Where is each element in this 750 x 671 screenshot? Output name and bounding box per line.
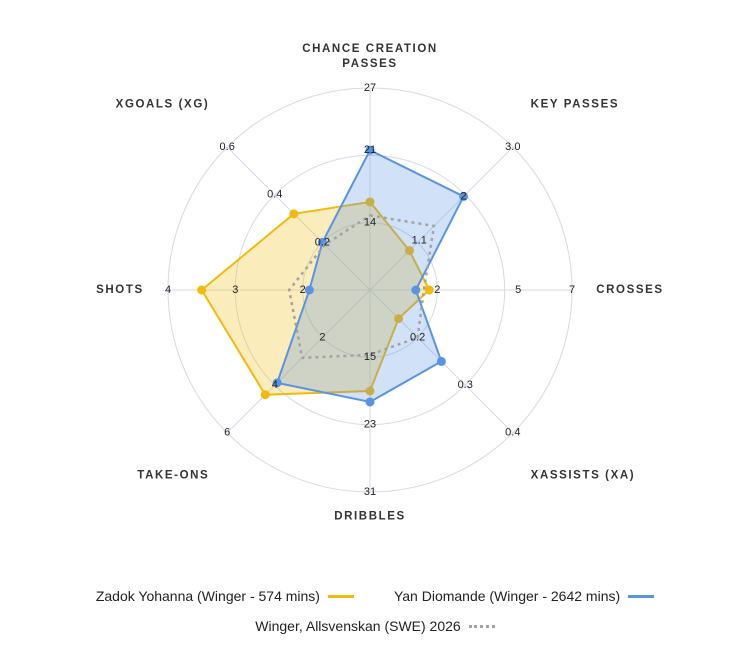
point <box>459 191 469 201</box>
legend-swatch <box>628 594 655 598</box>
tick-label: 2 <box>300 284 306 296</box>
point <box>436 356 446 366</box>
tick-label: 0.6 <box>220 141 235 153</box>
legend-label: Winger, Allsvenskan (SWE) 2026 <box>255 618 461 634</box>
point <box>365 145 375 155</box>
point <box>365 397 375 407</box>
tick-label: 27 <box>364 82 376 94</box>
tick-label: 14 <box>364 217 376 229</box>
tick-label: 15 <box>364 351 376 363</box>
legend-item: Yan Diomande (Winger - 2642 mins) <box>393 588 655 604</box>
point <box>394 314 404 324</box>
tick-label: 5 <box>515 284 521 296</box>
tick-label: 3.0 <box>505 141 520 153</box>
legend-item: Winger, Allsvenskan (SWE) 2026 <box>255 618 495 634</box>
tick-label: 31 <box>364 486 376 498</box>
tick-label: 2 <box>461 190 467 202</box>
tick-label: 0.2 <box>315 236 330 248</box>
legend-item: Zadok Yohanna (Winger - 574 mins) <box>96 588 354 604</box>
point <box>404 246 414 256</box>
axis-label-line: PASSES <box>342 58 397 70</box>
tick-label: 2 <box>319 332 325 344</box>
tick-label: 2 <box>434 284 440 296</box>
tick-label: 0.4 <box>267 189 282 201</box>
tick-label: 6 <box>224 427 230 439</box>
point <box>304 285 314 295</box>
spoke <box>226 289 371 434</box>
tick-label: 4 <box>272 379 278 391</box>
point <box>411 285 421 295</box>
tick-label: 0.2 <box>410 332 425 344</box>
axis-label: CROSSES <box>596 284 663 296</box>
tick-label: 23 <box>364 419 376 431</box>
legend: Zadok Yohanna (Winger - 574 mins) Yan Dio… <box>0 588 750 648</box>
point <box>197 285 207 295</box>
axis-label: DRIBBLES <box>334 510 406 522</box>
legend-label: Yan Diomande (Winger - 2642 mins) <box>393 588 621 604</box>
axis-label: XGOALS (XG) <box>116 98 210 110</box>
spoke <box>226 146 371 291</box>
point <box>260 390 270 400</box>
axis-label: CHANCE CREATION PASSES <box>302 43 438 70</box>
tick-label: 1.1 <box>412 235 427 247</box>
tick-label: 21 <box>364 144 376 156</box>
axis-label: XASSISTS (XA) <box>531 470 636 482</box>
point <box>289 209 299 219</box>
tick-label: 0.4 <box>505 427 520 439</box>
tick-label: 0.3 <box>458 379 473 391</box>
legend-swatch <box>327 594 354 598</box>
tick-label: 4 <box>165 284 171 296</box>
point <box>365 386 375 396</box>
series-area <box>287 214 436 360</box>
spoke <box>369 146 514 291</box>
axis-label: SHOTS <box>96 284 144 296</box>
axis-label-line: CHANCE CREATION <box>302 43 438 55</box>
point <box>365 197 375 207</box>
legend-row: Zadok Yohanna (Winger - 574 mins) Yan Dio… <box>0 588 750 604</box>
point <box>424 285 434 295</box>
tick-label: 7 <box>569 284 575 296</box>
legend-label: Zadok Yohanna (Winger - 574 mins) <box>95 588 320 604</box>
axis-label: KEY PASSES <box>531 98 619 110</box>
tick-label: 3 <box>232 284 238 296</box>
legend-swatch <box>468 624 495 628</box>
point <box>272 378 282 388</box>
axis-label: TAKE-ONS <box>137 470 209 482</box>
legend-row: Winger, Allsvenskan (SWE) 2026 <box>0 618 750 634</box>
